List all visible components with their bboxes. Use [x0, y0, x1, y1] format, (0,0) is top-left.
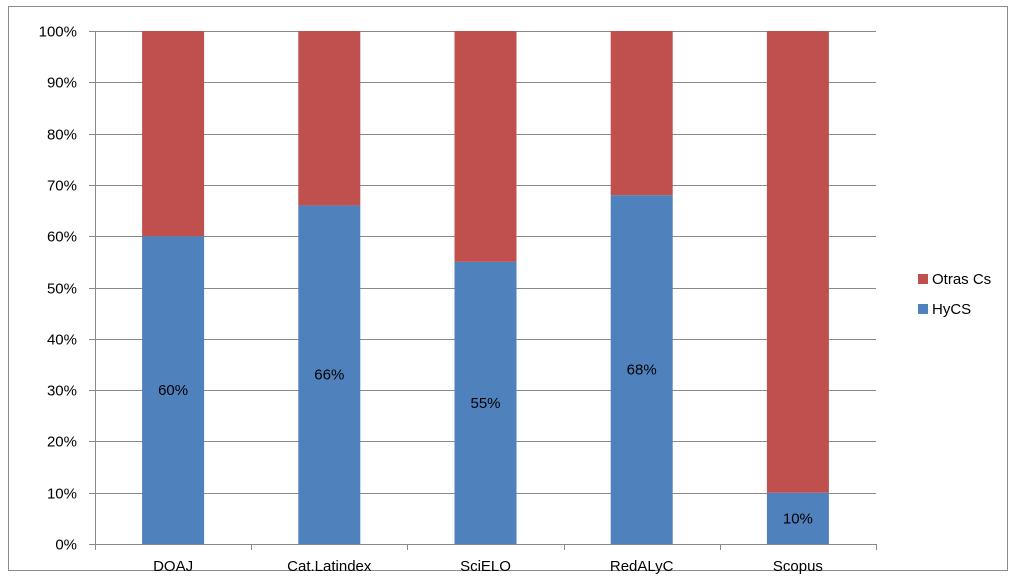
x-category-label: Cat.Latindex — [287, 558, 372, 575]
y-tick-label: 40% — [47, 332, 77, 349]
y-tick-label: 80% — [47, 127, 77, 144]
data-label: 68% — [627, 362, 657, 379]
y-tick-label: 0% — [55, 537, 77, 554]
x-category-label: RedALyC — [610, 558, 674, 575]
bar-otras-cs-redalyc — [610, 31, 673, 196]
bars — [142, 31, 829, 545]
bar-otras-cs-doaj — [142, 31, 205, 237]
data-label: 60% — [158, 382, 188, 399]
legend: Otras Cs HyCS — [918, 271, 991, 318]
y-tick-label: 60% — [47, 229, 77, 246]
x-category-label: Scopus — [773, 558, 823, 575]
bar-hycs-doaj — [142, 236, 205, 544]
y-tick-label: 30% — [47, 383, 77, 400]
bar-hycs-cat-latindex — [298, 205, 361, 545]
legend-label: HyCS — [932, 301, 971, 318]
x-category-label: DOAJ — [153, 558, 193, 575]
y-tick-label: 20% — [47, 434, 77, 451]
legend-swatch — [918, 274, 928, 284]
y-tick-label: 100% — [39, 24, 77, 41]
bar-otras-cs-cat-latindex — [298, 31, 361, 206]
bar-hycs-redalyc — [610, 195, 673, 544]
bar-otras-cs-scopus — [766, 31, 829, 493]
x-category-label: SciELO — [460, 558, 511, 575]
data-label: 66% — [314, 367, 344, 384]
data-label: 10% — [783, 510, 813, 527]
legend-label: Otras Cs — [932, 271, 991, 288]
legend-swatch — [918, 304, 928, 314]
bar-otras-cs-scielo — [454, 31, 517, 262]
data-label: 55% — [470, 395, 500, 412]
y-tick-label: 70% — [47, 178, 77, 195]
bar-hycs-scielo — [454, 261, 517, 544]
data-labels: 60% 66% 55% 68% 10% — [158, 362, 813, 528]
y-tick-label: 90% — [47, 75, 77, 92]
y-tick-label: 10% — [47, 486, 77, 503]
bar-hycs-scopus — [766, 492, 829, 544]
y-tick-label: 50% — [47, 281, 77, 298]
axes: 0% 10% 20% 30% 40% 50% 60% 70% 80% 90% 100% DOAJ Cat… — [39, 24, 877, 575]
